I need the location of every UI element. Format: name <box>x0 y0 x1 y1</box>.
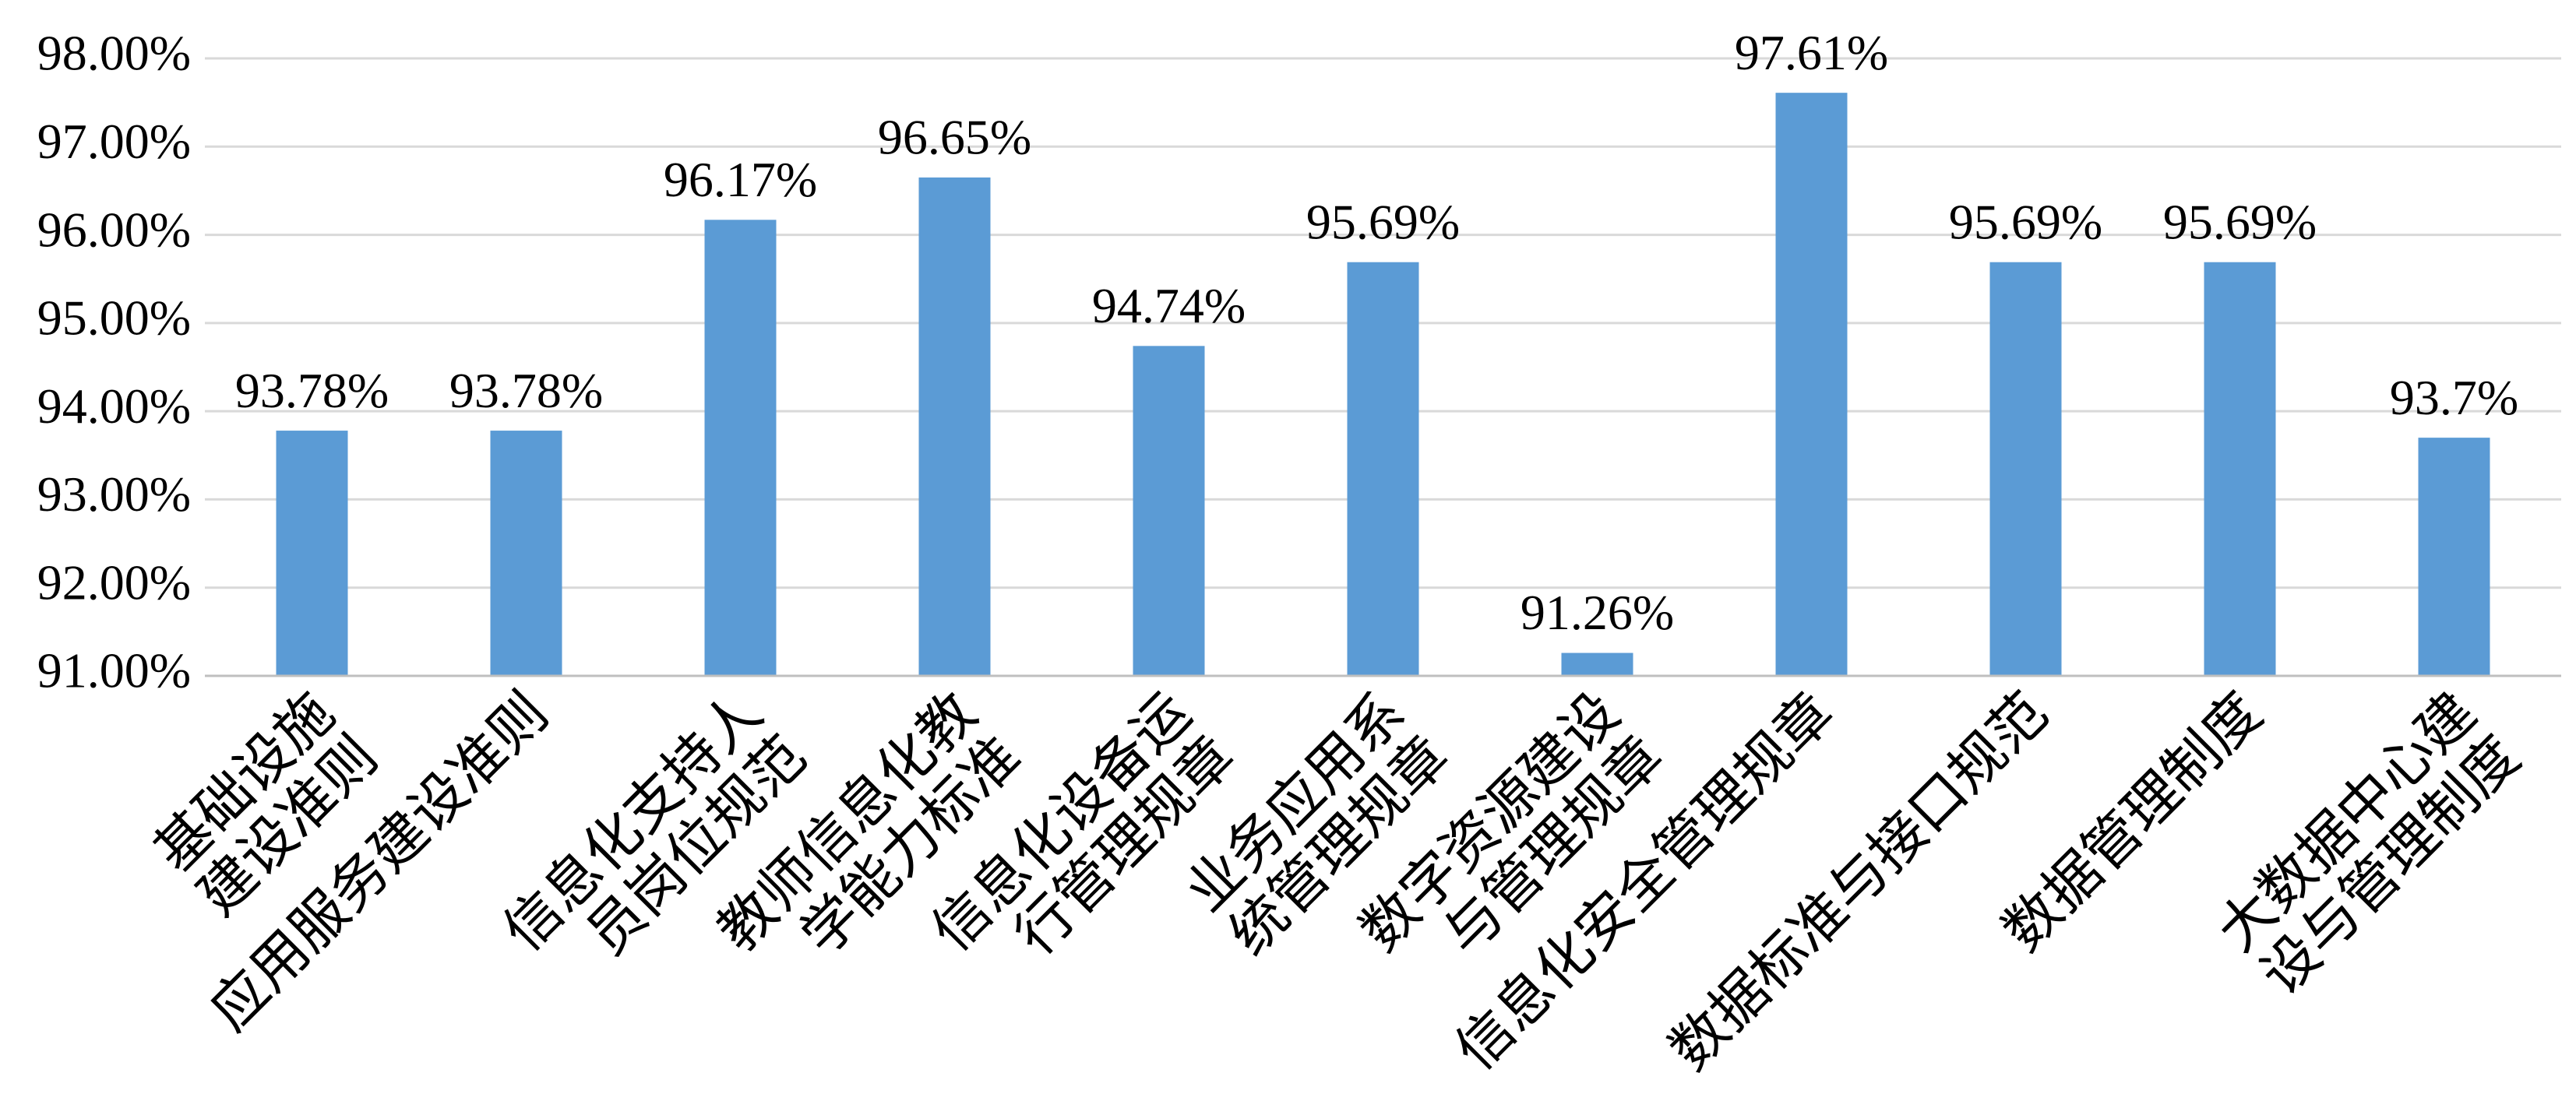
value-label: 95.69% <box>2163 194 2317 249</box>
y-tick-label: 95.00% <box>37 290 191 346</box>
bar <box>2204 262 2276 676</box>
bar <box>704 220 777 676</box>
y-tick-label: 92.00% <box>37 554 191 610</box>
y-tick-label: 96.00% <box>37 202 191 257</box>
value-label: 93.78% <box>235 363 389 418</box>
value-label: 95.69% <box>1949 194 2102 249</box>
y-tick-label: 93.00% <box>37 466 191 522</box>
value-label: 96.65% <box>878 110 1031 165</box>
bar <box>2418 438 2490 676</box>
bar <box>1989 262 2062 676</box>
value-label: 97.61% <box>1735 25 1888 80</box>
value-label: 94.74% <box>1092 278 1246 333</box>
value-label: 96.17% <box>664 152 817 207</box>
value-label: 93.78% <box>449 363 603 418</box>
value-label: 93.7% <box>2390 370 2518 425</box>
y-tick-label: 94.00% <box>37 378 191 434</box>
value-label: 91.26% <box>1521 585 1674 640</box>
y-tick-label: 97.00% <box>37 114 191 169</box>
x-tick-label: 数据标准与接口规范 <box>1658 681 2060 1082</box>
bar <box>276 431 348 676</box>
bar <box>1133 346 1205 676</box>
y-tick-label: 91.00% <box>37 643 191 698</box>
bar <box>1347 262 1419 676</box>
y-tick-label: 98.00% <box>37 26 191 81</box>
bar <box>490 431 562 676</box>
bar <box>1775 93 1848 677</box>
value-label: 95.69% <box>1306 194 1460 249</box>
bar <box>918 177 991 676</box>
bar <box>1561 652 1633 676</box>
